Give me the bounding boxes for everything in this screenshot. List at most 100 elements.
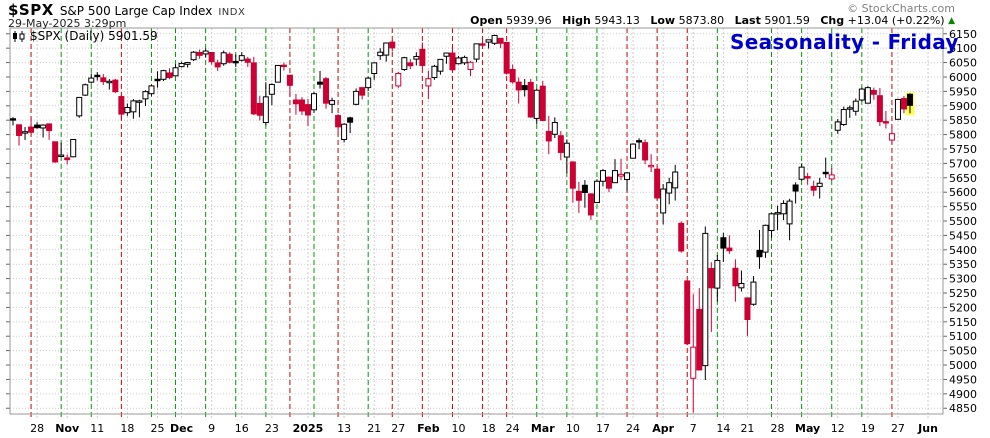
candle-body	[575, 190, 582, 201]
candle-body	[756, 249, 763, 258]
y-axis-label: 4950	[949, 373, 977, 386]
x-axis-label: 9	[208, 422, 215, 435]
candle-body	[214, 62, 221, 68]
x-axis-label: 24	[506, 422, 520, 435]
candle-body	[82, 84, 89, 96]
candle-body	[244, 58, 251, 63]
candle-body	[22, 131, 29, 134]
candle-body	[690, 346, 697, 379]
candle-body	[449, 52, 456, 71]
chart-legend: $SPX (Daily) 5901.59	[12, 29, 158, 43]
x-axis-label: 10	[566, 422, 580, 435]
candle-body	[64, 157, 71, 161]
candle-body	[238, 55, 245, 61]
candle-body	[551, 121, 558, 135]
x-axis-label: 13	[337, 422, 351, 435]
candle-body	[10, 118, 16, 121]
open-label: Open	[470, 14, 503, 27]
candle-body	[900, 98, 907, 110]
x-axis-label: Feb	[417, 422, 440, 435]
chart-type-icon	[13, 30, 25, 42]
candle-body	[166, 72, 173, 79]
candle-body	[762, 224, 769, 253]
candle-body	[76, 96, 83, 117]
candle-body	[696, 308, 703, 371]
x-axis-label: 11	[90, 422, 104, 435]
candle-body	[220, 52, 227, 65]
candle-body	[587, 193, 594, 216]
y-axis-label: 5700	[949, 157, 977, 170]
symbol-label: $SPX	[8, 1, 54, 19]
candle-body	[648, 164, 655, 168]
candle-body	[34, 124, 41, 129]
candle-body	[70, 138, 77, 158]
candle-body	[425, 78, 432, 87]
plot-border	[9, 27, 944, 415]
candle-body	[672, 171, 679, 189]
y-axis-label: 5950	[949, 85, 977, 98]
candle-body	[154, 78, 161, 82]
candle-body	[280, 64, 287, 68]
candle-body	[383, 42, 390, 56]
y-axis-label: 5300	[949, 273, 977, 286]
x-axis-label: Mar	[531, 422, 555, 435]
candle-body	[250, 62, 257, 115]
copyright-notice: © StockCharts.com	[847, 2, 955, 15]
y-axis-label: 6100	[949, 42, 977, 55]
candle-body	[16, 124, 23, 136]
candle-body	[118, 96, 125, 115]
candle-body	[894, 98, 901, 120]
candle-body	[750, 281, 757, 305]
candle-body	[274, 64, 281, 83]
candle-body	[371, 62, 378, 75]
y-axis-label: 5350	[949, 258, 977, 271]
candle-body	[401, 57, 408, 70]
candle-body	[485, 39, 492, 43]
x-axis-label: 27	[391, 422, 405, 435]
candle-body	[581, 184, 588, 193]
candle-body	[341, 123, 348, 140]
candle-body	[491, 34, 498, 44]
y-axis-label: 5800	[949, 129, 977, 142]
candle-body	[846, 107, 853, 110]
y-axis-label: 6050	[949, 57, 977, 70]
candle-body	[509, 68, 516, 83]
candle-body	[202, 50, 209, 55]
x-axis-label: 21	[740, 422, 754, 435]
candle-body	[738, 283, 745, 289]
candle-body	[744, 297, 751, 321]
candle-body	[840, 109, 847, 126]
candle-body	[52, 141, 59, 163]
candle-body	[124, 107, 131, 114]
low-value: 5873.80	[678, 14, 725, 27]
candle-body	[172, 67, 179, 77]
y-axis-label: 5000	[949, 359, 977, 372]
high-label: High	[562, 14, 591, 27]
y-axis-label: 5900	[949, 100, 977, 113]
candle-body	[684, 280, 691, 345]
y-axis-label: 5500	[949, 215, 977, 228]
candle-body	[359, 87, 366, 96]
x-axis-label: 27	[891, 422, 905, 435]
y-axis-label: 5750	[949, 143, 977, 156]
candle-body	[618, 173, 625, 177]
candle-body	[888, 133, 895, 141]
candle-body	[389, 41, 396, 49]
candle-body	[858, 88, 865, 101]
x-axis-label: May	[795, 422, 820, 435]
candle-body	[455, 57, 462, 65]
x-axis-label: 12	[831, 422, 845, 435]
candle-body	[660, 188, 667, 214]
x-axis-label: 16	[235, 422, 249, 435]
candle-body	[304, 104, 311, 116]
candle-body	[545, 130, 552, 142]
candle-body	[630, 143, 637, 159]
chart-datetime: 29-May-2025 3:29pm	[8, 17, 127, 30]
candle-body	[40, 124, 47, 129]
x-axis-label: 17	[596, 422, 610, 435]
candle-body	[413, 56, 420, 60]
y-axis-label: 6000	[949, 71, 977, 84]
candle-body	[533, 89, 540, 119]
candle-body	[599, 170, 606, 182]
x-axis-label: 2025	[293, 422, 324, 435]
